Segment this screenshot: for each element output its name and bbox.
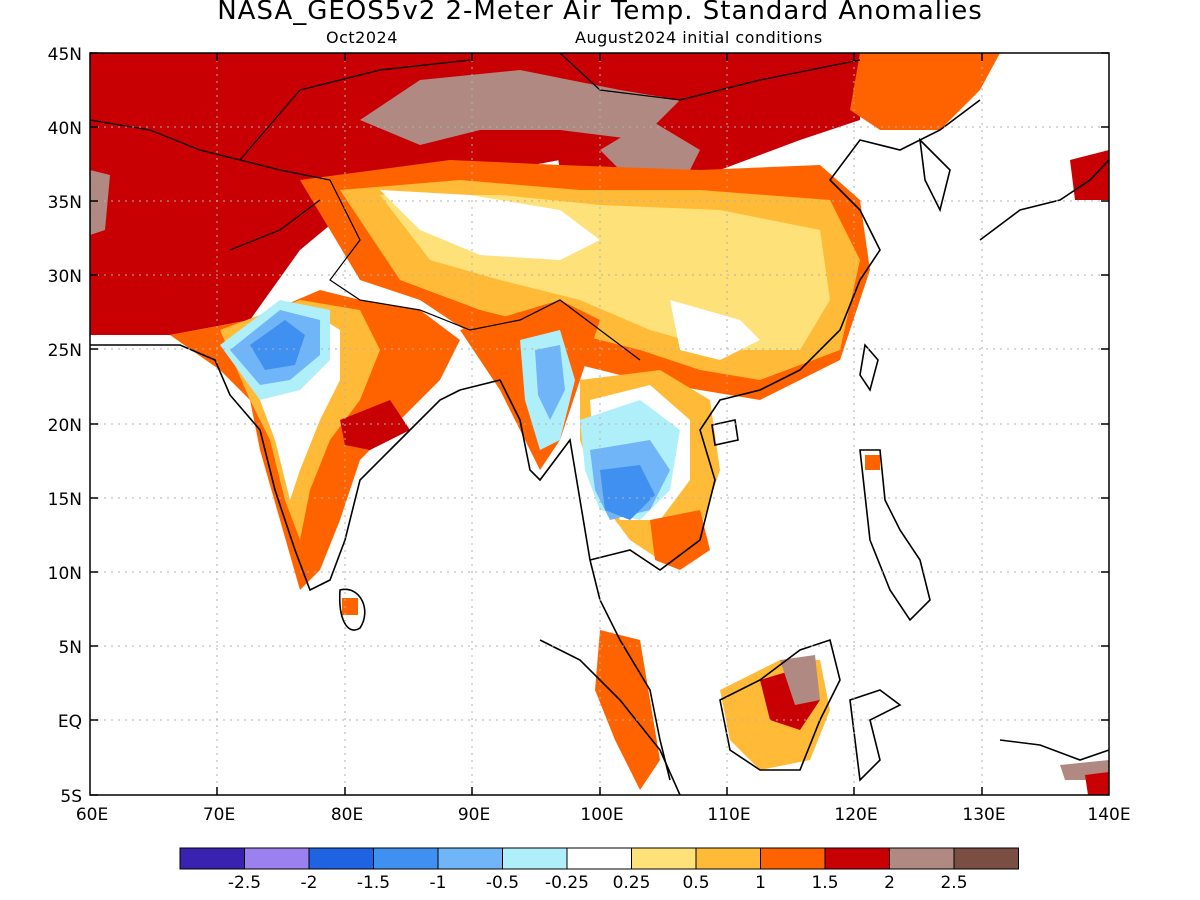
coastline-indochina (589, 99, 981, 571)
coastline-borneo (719, 638, 841, 771)
colorbar-swatch (824, 847, 890, 870)
lon-label-90e: 90E (458, 805, 490, 825)
colorbar-label: -0.5 (486, 873, 519, 893)
lat-label-5s: 5S (60, 787, 82, 807)
colorbar-swatch (244, 847, 310, 870)
lat-label-30n: 30N (48, 267, 82, 287)
lon-labels: 60E 70E 80E 90E 100E 110E 120E 130E 140E (76, 805, 1131, 825)
lat-label-5n: 5N (58, 638, 82, 658)
lat-label-40n: 40N (48, 119, 82, 139)
colorbar-swatch (760, 847, 826, 870)
anomaly-region-philippines (865, 455, 880, 470)
colorbar-label: 1.5 (811, 873, 838, 893)
anomaly-region-newguinea-red (1085, 772, 1109, 795)
colorbar-label: -2 (301, 873, 318, 893)
colorbar-swatch (308, 847, 374, 870)
colorbar-label: 2 (884, 873, 895, 893)
lat-label-10n: 10N (48, 564, 82, 584)
coastline-philippines (859, 449, 931, 622)
anomaly-region-brown-west (90, 170, 110, 235)
lat-label-eq: EQ (58, 712, 82, 732)
lat-ticks (90, 52, 1109, 796)
anomaly-region-india-blue (250, 320, 305, 370)
anomaly-region-india-red (340, 400, 410, 450)
lon-label-130e: 130E (962, 805, 1005, 825)
colorbar-label: -1 (430, 873, 447, 893)
colorbar-swatch (695, 847, 761, 870)
colorbar-label: 0.25 (613, 873, 651, 893)
colorbar-label: -2.5 (228, 873, 261, 893)
lat-labels: 45N 40N 35N 30N 25N 20N 15N 10N 5N EQ 5S (48, 45, 82, 807)
colorbar-swatch (179, 847, 245, 870)
lon-label-140e: 140E (1087, 805, 1130, 825)
lon-ticks (216, 53, 983, 795)
coastline-srilanka (338, 588, 366, 631)
lon-label-70e: 70E (203, 805, 235, 825)
anomaly-region-neasia (850, 53, 1000, 130)
colorbar-swatch (502, 847, 568, 870)
map-title: NASA_GEOS5v2 2-Meter Air Temp. Standard … (217, 0, 983, 26)
coastline-sumatra (539, 639, 681, 795)
coastline-india (90, 344, 461, 592)
coastline-bay-myanmar (459, 379, 671, 781)
lon-label-110e: 110E (707, 805, 750, 825)
colorbar-label: -1.5 (357, 873, 390, 893)
lat-label-20n: 20N (48, 416, 82, 436)
lon-label-100e: 100E (580, 805, 623, 825)
lon-label-60e: 60E (76, 805, 108, 825)
coastline-sulawesi (849, 689, 902, 782)
forecast-month-label: Oct2024 (326, 28, 398, 47)
lat-label-25n: 25N (48, 341, 82, 361)
colorbar-swatch (566, 847, 632, 870)
coastline-hainan (711, 419, 739, 446)
colorbar-label: -0.25 (545, 873, 589, 893)
initial-conditions-label: August2024 initial conditions (575, 28, 823, 47)
coastline-newguinea (999, 739, 1109, 761)
coastline-korea (918, 137, 951, 213)
colorbar-label: 0.5 (682, 873, 709, 893)
anomaly-region-srilanka (342, 598, 358, 615)
anomaly-region-myanmar-blue (535, 345, 565, 420)
colorbar-label: 2.5 (940, 873, 967, 893)
lat-label-35n: 35N (48, 193, 82, 213)
anomaly-region-indochina-blue (600, 465, 655, 520)
colorbar-swatch (953, 847, 1019, 870)
colorbar-swatch (889, 847, 955, 870)
country-borders (90, 53, 861, 361)
colorbar-label: 1 (755, 873, 766, 893)
anomaly-region-japan (1070, 150, 1109, 200)
anomaly-region-china-white (670, 300, 760, 360)
colorbar-swatch (631, 847, 697, 870)
colorbar-swatch (437, 847, 503, 870)
lat-label-15n: 15N (48, 490, 82, 510)
lat-label-45n: 45N (48, 45, 82, 65)
gridlines (90, 53, 1109, 795)
colorbar-swatch (373, 847, 439, 870)
lon-label-120e: 120E (834, 805, 877, 825)
coastline-japan (979, 159, 1109, 241)
lon-label-80e: 80E (331, 805, 363, 825)
coastlines (90, 53, 1109, 795)
colorbar: -2.5 -2 -1.5 -1 -0.5 -0.25 0.25 0.5 1 1.5 2 2.5 (179, 847, 1019, 893)
anomaly-region-borneo-brown (780, 655, 820, 705)
anomaly-region-tibet-white (380, 190, 600, 260)
coastline-taiwan (859, 343, 879, 392)
anomaly-region-vietnam-south (650, 510, 710, 570)
